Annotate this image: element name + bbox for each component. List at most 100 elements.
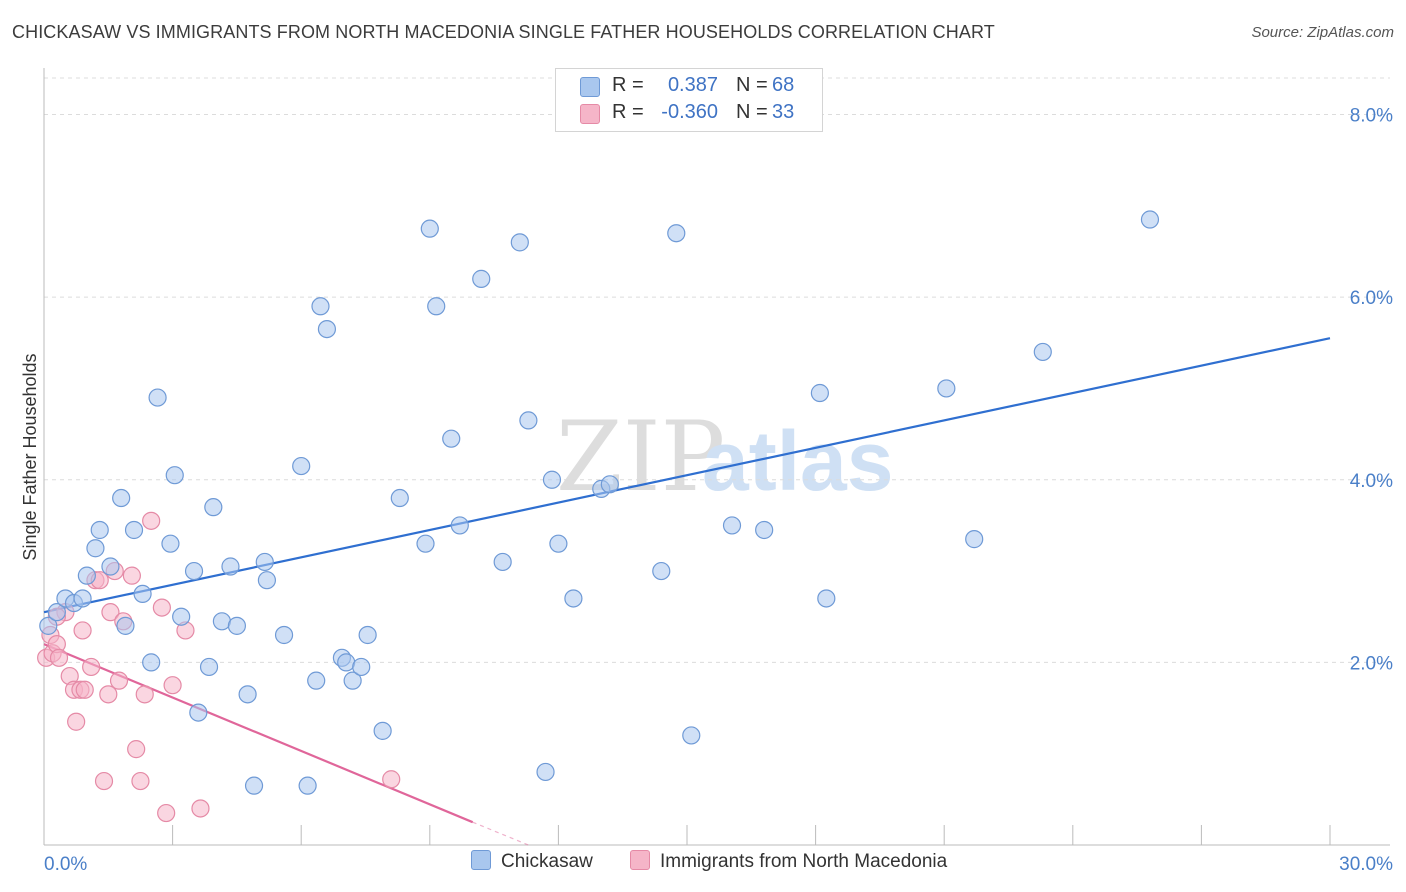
macedonia-point [127,740,146,759]
y-axis-label: Single Father Households [20,353,40,560]
watermark-zip: ZIP [556,401,725,513]
chickasaw-point [542,470,562,489]
chickasaw-point [1033,342,1052,362]
legend-swatch-blue [580,77,600,97]
macedonia-point [157,803,176,823]
chickasaw-point [101,557,120,576]
chickasaw-point [343,671,362,690]
chickasaw-point [450,516,469,535]
chickasaw-point [227,616,246,635]
bottom-legend-swatch-pink [630,850,650,870]
macedonia-point [191,799,210,818]
correlation-legend: R = 0.387 N = 68 R = -0.360 N = 33 [555,68,823,132]
y-tick-label: 6.0% [1350,288,1393,309]
x-tick-label: 0.0% [44,854,87,875]
chickasaw-point [165,466,184,485]
chickasaw-point [667,224,686,243]
legend-row-chickasaw: R = 0.387 N = 68 [556,73,822,99]
macedonia-point [101,603,120,622]
bottom-legend-macedonia: Immigrants from North Macedonia [630,850,947,873]
chickasaw-point [212,612,231,631]
macedonia-point [163,676,182,695]
chickasaw-point [390,488,409,508]
legend-r-value: 0.387 [667,74,718,96]
chickasaw-point [352,657,371,677]
macedonia-point [142,511,161,530]
chickasaw-point [311,297,330,316]
chickasaw-point [519,411,538,430]
macedonia-point [49,648,69,667]
legend-r-value: -0.360 [661,101,718,123]
chickasaw-point [189,703,208,722]
macedonia-point [94,771,114,791]
legend-swatch-pink [580,104,600,124]
chickasaw-point [810,383,829,403]
chickasaw-point [965,530,984,549]
chickasaw-point [317,320,337,339]
chickasaw-point [184,561,204,581]
chickasaw-point [937,379,956,398]
macedonia-point [67,712,86,731]
chickasaw-point [90,520,109,540]
chickasaw-point [564,589,583,608]
chickasaw-point [148,388,167,407]
chickasaw-point [73,589,92,608]
chickasaw-point [817,589,836,608]
chickasaw-point [86,539,105,558]
chickasaw-point [112,488,131,508]
chickasaw-point [427,297,446,316]
chickasaw-point [255,552,274,572]
macedonia-trend-extension [472,821,529,846]
chickasaw-point [221,557,240,576]
chickasaw-point [244,776,264,795]
axes [43,68,1390,846]
chickasaw-point [510,233,529,252]
bottom-legend-swatch-blue [471,850,491,870]
macedonia-point [152,598,171,617]
legend-n-value: 33 [772,101,795,123]
gridlines [44,77,1390,663]
chickasaw-point [373,721,392,740]
macedonia-point [109,671,129,690]
chickasaw-point [1140,210,1160,229]
macedonia-trend-line [43,643,474,824]
legend-r-label: R = [612,74,644,96]
y-tick-label: 8.0% [1350,106,1393,127]
chickasaw-point [652,561,671,581]
legend-n-value: 68 [772,74,795,96]
bottom-legend-label: Immigrants from North Macedonia [660,851,948,872]
source-label: Source: ZipAtlas.com [1251,24,1394,41]
chickasaw-point [172,607,191,626]
chickasaw-point [238,685,257,704]
chickasaw-point [298,776,317,795]
chickasaw-point [133,584,152,603]
bottom-legend-label: Chickasaw [501,851,593,872]
chart-title: CHICKASAW VS IMMIGRANTS FROM NORTH MACED… [12,22,995,42]
chickasaw-point [77,566,96,585]
chickasaw-point [420,219,439,238]
macedonia-point [75,680,94,699]
macedonia-point [382,770,401,789]
tick-labels: 2.0% 4.0% 6.0% 8.0% 0.0% 30.0% [44,106,1393,875]
chickasaw-point [47,603,66,622]
chickasaw-point [124,520,144,540]
chickasaw-point [161,534,180,553]
legend-row-macedonia: R = -0.360 N = 33 [556,100,822,126]
macedonia-point [135,685,154,704]
chickasaw-point [116,616,135,635]
chickasaw-point [358,625,377,645]
chickasaw-point [549,534,568,553]
chickasaw-point [257,571,277,590]
chickasaw-point [204,498,223,517]
macedonia-point [131,771,150,791]
chickasaw-point [600,475,619,494]
chickasaw-point [722,516,742,535]
y-tick-label: 4.0% [1350,471,1393,492]
legend-n-label: N = [736,74,768,96]
macedonia-point [99,685,118,704]
y-tick-label: 2.0% [1350,653,1393,674]
chickasaw-point [292,456,311,476]
chickasaw-point [493,552,512,572]
chickasaw-point [142,653,161,672]
